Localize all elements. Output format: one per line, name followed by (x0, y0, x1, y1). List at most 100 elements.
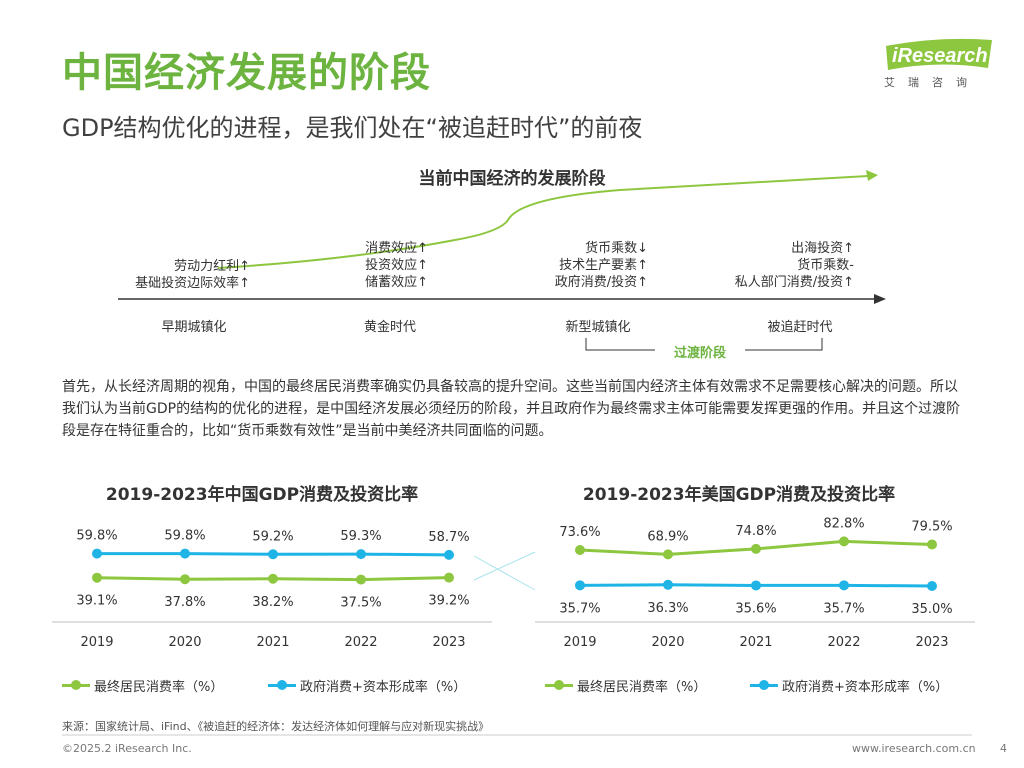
data-point (927, 581, 937, 591)
stage-col-3-line: 货币乘数↓ (585, 241, 648, 256)
stage-col-3-line: 政府消费/投资↑ (554, 275, 648, 290)
stage-col-4-line: 货币乘数- (797, 258, 854, 273)
data-point (180, 548, 190, 559)
stage-col-3-line: 技术生产要素↑ (559, 258, 648, 273)
page-subtitle: GDP结构优化的进程，是我们处在“被追赶时代”的前夜 (62, 114, 643, 142)
data-point (92, 548, 102, 559)
data-label: 79.5% (911, 519, 952, 534)
x-tick-label: 2023 (432, 635, 465, 650)
connector-line (473, 551, 536, 581)
x-tick-label: 2019 (563, 635, 596, 650)
x-tick-label: 2023 (915, 635, 948, 650)
data-label: 59.2% (252, 529, 293, 544)
connector-line (473, 555, 536, 591)
legend-green-marker (545, 680, 573, 690)
legend-usa-consumption: 最终居民消费率（%） (545, 676, 706, 695)
data-point (663, 549, 673, 560)
data-label: 35.7% (559, 601, 600, 616)
data-label: 39.1% (76, 594, 117, 609)
data-label: 35.0% (911, 602, 952, 617)
chart-title-china: 2019-2023年中国GDP消费及投资比率 (105, 485, 419, 505)
legend-label: 政府消费+资本形成率（%） (782, 680, 949, 695)
timeline-arrowhead (874, 294, 886, 304)
chart-title-usa: 2019-2023年美国GDP消费及投资比率 (582, 485, 896, 505)
page-number: 4 (1000, 742, 1007, 755)
data-point (751, 543, 761, 554)
stage-label-golden: 黄金时代 (363, 320, 416, 335)
page-title: 中国经济发展的阶段 (62, 50, 431, 96)
stage-col-1: 劳动力红利↑ 基础投资边际效率↑ (100, 258, 250, 292)
data-label: 82.8% (823, 516, 864, 531)
stage-col-4-line: 私人部门消费/投资↑ (734, 275, 854, 290)
legend-green-marker (62, 680, 90, 690)
logo-brand-text: iResearch (892, 45, 988, 67)
data-label: 36.3% (647, 601, 688, 616)
stage-col-4: 出海投资↑ 货币乘数- 私人部门消费/投资↑ (700, 240, 854, 291)
legend-usa-gov: 政府消费+资本形成率（%） (750, 676, 948, 695)
stage-col-2-line: 投资效应↑ (365, 258, 428, 273)
data-label: 59.8% (164, 529, 205, 544)
legend-label: 最终居民消费率（%） (577, 680, 707, 695)
data-point (356, 549, 366, 560)
data-label: 35.7% (823, 601, 864, 616)
footer-divider (62, 734, 972, 736)
data-label: 39.2% (428, 594, 469, 609)
series-line (96, 576, 450, 582)
data-point (92, 572, 102, 583)
data-point (839, 536, 849, 547)
x-tick-label: 2022 (344, 635, 377, 650)
stage-col-4-line: 出海投资↑ (791, 241, 854, 256)
legend-blue-marker (268, 680, 296, 690)
legend-label: 最终居民消费率（%） (94, 680, 224, 695)
data-label: 59.3% (340, 529, 381, 544)
data-point (356, 574, 366, 585)
x-tick-label: 2020 (651, 635, 684, 650)
footer-website[interactable]: www.iresearch.com.cn (852, 742, 976, 755)
data-point (268, 573, 278, 584)
x-tick-label: 2021 (256, 635, 289, 650)
data-label: 74.8% (735, 524, 776, 539)
series-line (97, 552, 450, 557)
logo-cn-text: 艾瑞咨询 (884, 76, 980, 89)
stage-col-2: 消费效应↑ 投资效应↑ 储蓄效应↑ (300, 240, 428, 291)
data-label: 38.2% (252, 595, 293, 610)
data-point (927, 539, 937, 550)
data-point (839, 580, 849, 591)
data-point (575, 580, 585, 591)
footer-copyright: ©2025.2 iResearch Inc. (62, 742, 192, 755)
body-paragraph: 首先，从长经济周期的视角，中国的最终居民消费率确实仍具备较高的提升空间。这些当前… (62, 379, 961, 439)
stage-col-3: 货币乘数↓ 技术生产要素↑ 政府消费/投资↑ (500, 240, 648, 291)
legend-china-gov: 政府消费+资本形成率（%） (268, 676, 466, 695)
stage-label-early: 早期城镇化 (161, 320, 227, 335)
stage-label-new-urbanization: 新型城镇化 (565, 320, 631, 335)
x-tick-label: 2020 (168, 635, 201, 650)
data-point (575, 544, 585, 555)
source-note: 来源：国家统计局、iFind、《被追赶的经济体：发达经济体如何理解与应对新现实挑… (62, 720, 490, 733)
stage-col-1-line: 劳动力红利↑ (174, 259, 250, 274)
data-label: 35.6% (735, 601, 776, 616)
data-label: 59.8% (76, 529, 117, 544)
x-tick-label: 2021 (739, 635, 772, 650)
x-tick-label: 2022 (827, 635, 860, 650)
legend-china-consumption: 最终居民消费率（%） (62, 676, 223, 695)
data-point (751, 580, 761, 591)
legend-label: 政府消费+资本形成率（%） (300, 680, 467, 695)
stage-col-2-line: 消费效应↑ (365, 241, 428, 256)
data-label: 68.9% (647, 529, 688, 544)
stage-label-catchup: 被追赶时代 (767, 320, 833, 335)
data-label: 37.5% (340, 596, 381, 611)
series-line (579, 539, 933, 556)
data-label: 37.8% (164, 595, 205, 610)
transition-stage-label: 过渡阶段 (655, 342, 745, 361)
data-label: 58.7% (428, 530, 469, 545)
stage-diagram-title: 当前中国经济的发展阶段 (418, 169, 606, 189)
data-point (444, 572, 454, 583)
data-label: 73.6% (559, 525, 600, 540)
stage-col-2-line: 储蓄效应↑ (365, 275, 428, 290)
iresearch-logo: iResearch (886, 38, 992, 70)
stage-col-1-line: 基础投资边际效率↑ (135, 276, 250, 291)
data-point (180, 574, 190, 585)
series-line (579, 583, 933, 588)
data-point (268, 549, 278, 560)
legend-blue-marker (750, 680, 778, 690)
